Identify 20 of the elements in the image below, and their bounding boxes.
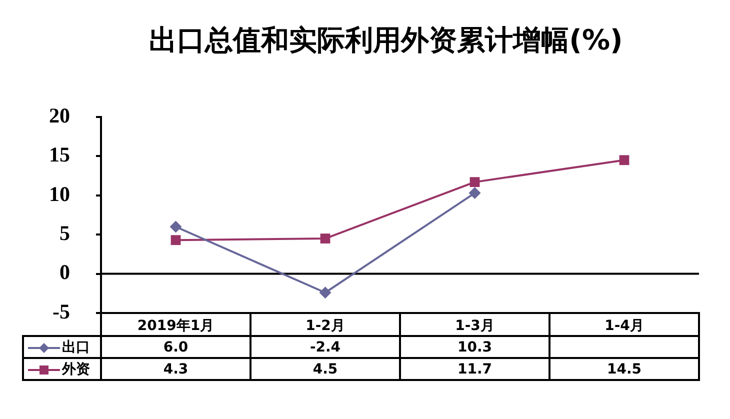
x-tick-label: 1-3月 <box>455 318 494 334</box>
y-tick-label: 5 <box>60 221 70 246</box>
data-label: 6.0 <box>163 340 188 356</box>
x-tick-label: 2019年1月 <box>137 318 214 334</box>
y-tick-label: 15 <box>49 142 70 167</box>
data-label: 10.3 <box>457 340 492 356</box>
data-label: 11.7 <box>457 362 492 378</box>
y-tick-label: 10 <box>49 182 70 206</box>
x-tick-label: 1-4月 <box>604 318 644 334</box>
y-tick-label: -5 <box>52 299 70 324</box>
y-tick-label: 20 <box>49 103 70 128</box>
legend-label: 外资 <box>61 362 90 378</box>
data-label: 14.5 <box>606 362 642 378</box>
legend-label: 出口 <box>62 340 90 356</box>
y-tick-label: 0 <box>60 260 70 284</box>
data-label: -2.4 <box>310 340 341 356</box>
data-label: 4.5 <box>312 362 338 378</box>
x-tick-label: 1-2月 <box>306 318 345 334</box>
chart-title: 出口总值和实际利用外资累计增幅(%) <box>149 23 623 56</box>
data-label: 4.3 <box>163 362 188 378</box>
